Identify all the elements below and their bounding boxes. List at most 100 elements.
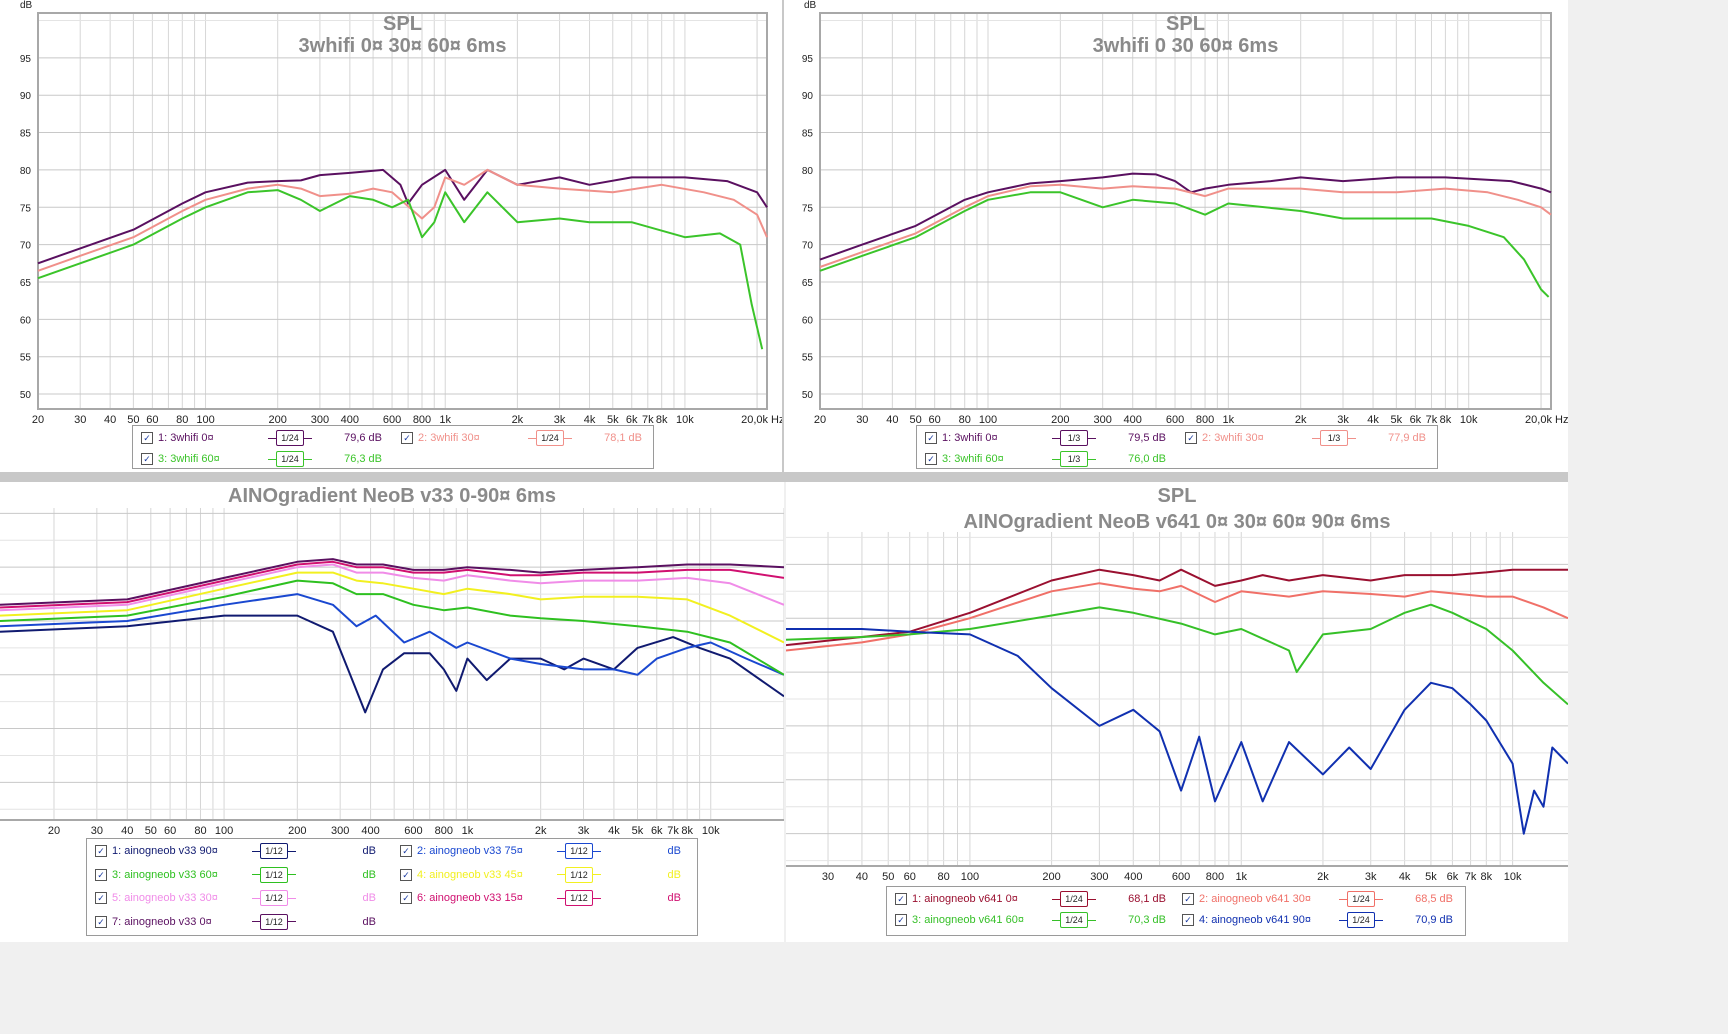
legend-checkbox[interactable]: ✓ [1182,914,1194,926]
x-tick-label: 1k [1235,871,1247,883]
legend-checkbox[interactable]: ✓ [400,892,412,904]
series-line-3 [0,579,784,676]
series-line-4 [786,628,1568,835]
y-tick-label: 95 [802,54,814,65]
legend-value: 68,5 dB [1415,893,1453,905]
legend-item-1[interactable]: ✓ 1: 3whifi 0¤ 1/24 79,6 dB [141,429,391,447]
legend-checkbox[interactable]: ✓ [95,845,107,857]
marker-line [1088,437,1096,439]
marker-line [1052,437,1060,439]
marker-line [1052,458,1060,460]
legend-label: 4: ainogneob v641 90¤ [1199,914,1311,926]
smoothing-marker[interactable]: 1/24 [1052,891,1096,907]
legend-checkbox[interactable]: ✓ [141,453,153,465]
legend-item-1[interactable]: ✓ 1: 3whifi 0¤ 1/3 79,5 dB [925,429,1175,447]
legend-value: 77,9 dB [1388,432,1426,444]
legend-item-3[interactable]: ✓ 3: ainogneob v33 60¤ 1/12 dB [95,866,390,884]
legend-label: 2: 3whifi 30¤ [418,432,480,444]
smoothing-label: 1/3 [1320,430,1348,446]
x-tick-label: 40 [104,414,116,426]
legend-item-7[interactable]: ✓ 7: ainogneob v33 0¤ 1/12 dB [95,913,390,931]
y-unit-label: dB [20,0,33,11]
marker-line [1052,898,1060,900]
legend-checkbox[interactable]: ✓ [1185,432,1197,444]
x-tick-label: 400 [361,825,379,837]
legend-item-3[interactable]: ✓ 3: ainogneob v641 60¤ 1/24 70,3 dB [895,911,1172,929]
smoothing-label: 1/3 [1060,451,1088,467]
y-tick-label: 65 [20,278,32,289]
smoothing-marker[interactable]: 1/12 [252,913,296,930]
smoothing-marker[interactable]: 1/24 [1339,891,1383,907]
smoothing-marker[interactable]: 1/24 [268,430,312,446]
legend-value: 76,0 dB [1128,453,1166,465]
marker-line [1052,919,1060,921]
legend-top-left: ✓ 1: 3whifi 0¤ 1/24 79,6 dB ✓ 2: 3whifi 30¤ 1/… [132,425,654,469]
y-tick-label: 60 [802,315,814,326]
legend-checkbox[interactable]: ✓ [895,893,907,905]
legend-value: dB [362,845,376,857]
smoothing-marker[interactable]: 1/3 [1052,430,1096,446]
x-tick-label: 400 [1124,414,1142,426]
legend-item-2[interactable]: ✓ 2: ainogneob v641 30¤ 1/24 68,5 dB [1182,890,1459,908]
x-tick-label: 10k [702,825,720,837]
smoothing-marker[interactable]: 1/12 [557,866,601,883]
x-tick-label: 600 [383,414,401,426]
x-tick-label: 300 [1093,414,1111,426]
x-tick-label: 3k [554,414,566,426]
legend-label: 5: ainogneob v33 30¤ [112,892,218,904]
smoothing-marker[interactable]: 1/24 [528,430,572,446]
legend-checkbox[interactable]: ✓ [1182,893,1194,905]
smoothing-marker[interactable]: 1/12 [252,890,296,906]
marker-line [1339,919,1347,921]
legend-item-3[interactable]: ✓ 3: 3whifi 60¤ 1/24 76,3 dB [141,450,391,468]
x-tick-label: 5k [1391,414,1403,426]
smoothing-marker[interactable]: 1/24 [1052,912,1096,928]
legend-item-2[interactable]: ✓ 2: ainogneob v33 75¤ 1/12 dB [400,842,695,860]
x-tick-label: 80 [959,414,971,426]
legend-checkbox[interactable]: ✓ [401,432,413,444]
legend-value: dB [667,868,681,881]
marker-line [288,897,296,899]
legend-checkbox[interactable]: ✓ [400,845,412,857]
smoothing-marker[interactable]: 1/3 [1312,430,1356,446]
legend-checkbox[interactable]: ✓ [95,915,107,928]
smoothing-marker[interactable]: 1/12 [557,843,601,859]
x-tick-label: 200 [288,825,306,837]
legend-checkbox[interactable]: ✓ [141,432,153,444]
x-tick-label: 5k [1425,871,1437,883]
smoothing-marker[interactable]: 1/24 [1339,912,1383,928]
x-tick-label: 30 [822,871,834,883]
smoothing-marker[interactable]: 1/12 [252,843,296,859]
smoothing-marker[interactable]: 1/24 [268,451,312,467]
marker-line [557,874,565,875]
legend-label: 2: ainogneob v33 75¤ [417,845,523,857]
legend-checkbox[interactable]: ✓ [95,892,107,904]
legend-item-2[interactable]: ✓ 2: 3whifi 30¤ 1/24 78,1 dB [401,429,651,447]
legend-item-4[interactable]: ✓ 4: ainogneob v33 45¤ 1/12 dB [400,866,695,884]
legend-value: 68,1 dB [1128,893,1166,905]
legend-item-1[interactable]: ✓ 1: ainogneob v33 90¤ 1/12 dB [95,842,390,860]
legend-checkbox[interactable]: ✓ [925,432,937,444]
legend-item-4[interactable]: ✓ 4: ainogneob v641 90¤ 1/24 70,9 dB [1182,911,1459,929]
smoothing-marker[interactable]: 1/12 [252,866,296,883]
y-tick-label: 85 [20,129,32,140]
smoothing-label: 1/12 [260,866,288,883]
series-line-4 [0,571,784,644]
legend-checkbox[interactable]: ✓ [95,868,107,881]
legend-checkbox[interactable]: ✓ [400,868,412,881]
legend-item-2[interactable]: ✓ 2: 3whifi 30¤ 1/3 77,9 dB [1185,429,1435,447]
marker-line [1375,919,1383,921]
marker-line [304,437,312,439]
legend-checkbox[interactable]: ✓ [895,914,907,926]
legend-checkbox[interactable]: ✓ [925,453,937,465]
legend-label: 3: 3whifi 60¤ [942,453,1004,465]
legend-item-5[interactable]: ✓ 5: ainogneob v33 30¤ 1/12 dB [95,889,390,907]
smoothing-marker[interactable]: 1/3 [1052,451,1096,467]
y-tick-label: 90 [20,91,32,102]
legend-item-3[interactable]: ✓ 3: 3whifi 60¤ 1/3 76,0 dB [925,450,1175,468]
legend-item-6[interactable]: ✓ 6: ainogneob v33 15¤ 1/12 dB [400,889,695,907]
x-tick-label: 4k [1367,414,1379,426]
smoothing-label: 1/12 [565,843,593,859]
smoothing-marker[interactable]: 1/12 [557,890,601,906]
legend-item-1[interactable]: ✓ 1: ainogneob v641 0¤ 1/24 68,1 dB [895,890,1172,908]
